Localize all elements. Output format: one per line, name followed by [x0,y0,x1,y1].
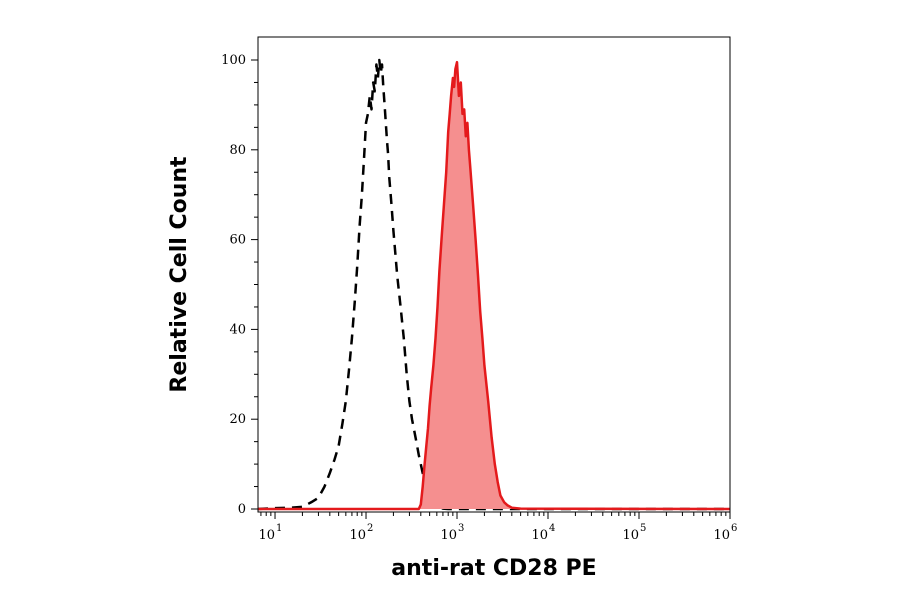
x-tick-exponent: 2 [367,523,373,534]
x-tick-exponent: 5 [640,523,646,534]
x-tick-label: 10 [713,528,730,543]
stained-histogram-fill [258,62,730,509]
y-tick-label: 40 [229,322,246,337]
y-tick-label: 60 [229,233,246,248]
x-tick-label: 10 [349,528,366,543]
x-tick-label: 10 [440,528,457,543]
y-tick-label: 80 [229,143,246,158]
stained-histogram-line [258,60,731,511]
x-tick-label: 10 [531,528,548,543]
x-tick-exponent: 3 [458,523,464,534]
y-tick-label: 20 [229,412,246,427]
control-histogram-line [257,58,730,511]
x-tick-label: 10 [258,528,275,543]
x-axis-title: anti-rat CD28 PE [391,556,596,581]
x-tick-exponent: 4 [549,523,555,534]
plot-frame [257,36,731,513]
series-layer [257,58,731,511]
y-tick-label: 0 [238,502,246,517]
y-axis-title: Relative Cell Count [167,156,192,393]
x-tick-label: 10 [622,528,639,543]
x-tick-exponent: 1 [276,523,282,534]
y-tick-label: 100 [221,53,246,68]
x-tick-exponent: 6 [731,523,737,534]
x-axis: 10 1 10 2 10 3 10 4 10 5 10 6 [258,512,737,543]
y-axis: 0 20 40 60 80 100 [221,53,258,517]
